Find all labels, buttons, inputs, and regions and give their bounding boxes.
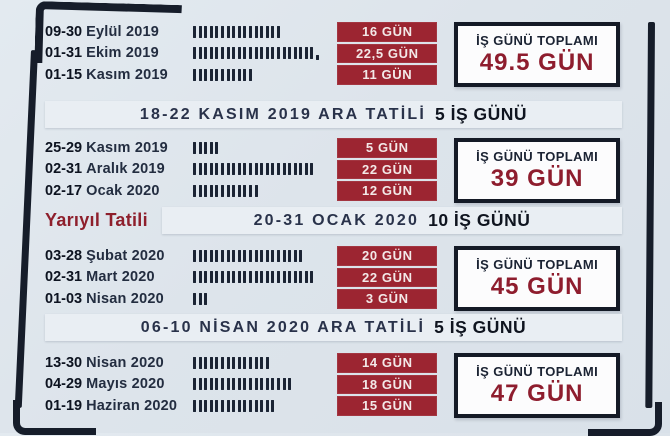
tally-marks: [193, 44, 337, 64]
calendar-row: 13-30 Nisan 2020 14 GÜN: [45, 353, 438, 373]
total-box-value: 47 GÜN: [490, 380, 584, 407]
days-badge: 22 GÜN: [337, 159, 438, 179]
month-group-2: 25-29 Kasım 2019 5 GÜN 02-31 Aralık 2019 2…: [45, 138, 620, 203]
total-box-value: 39 GÜN: [490, 165, 584, 192]
break-banner-november: 18-22 KASIM 2019 ARA TATİLİ 5 İŞ GÜNÜ: [45, 101, 622, 128]
days-badge: 11 GÜN: [337, 65, 438, 85]
days-badge: 22,5 GÜN: [337, 43, 438, 63]
calendar-row: 01-19 Haziran 2020 15 GÜN: [45, 396, 438, 416]
calendar-row: 09-30 Eylül 2019 16 GÜN: [45, 22, 438, 42]
total-box-value: 49.5 GÜN: [479, 49, 595, 76]
semester-break-label: Yarıyıl Tatili: [45, 210, 148, 230]
days-badge: 22 GÜN: [337, 267, 438, 287]
date-label: 02-17 Ocak 2020: [45, 182, 160, 199]
date-label: 01-15 Kasım 2019: [45, 66, 168, 83]
days-badge: 18 GÜN: [337, 374, 438, 394]
date-label: 25-29 Kasım 2019: [45, 139, 168, 156]
date-label: 01-31 Ekim 2019: [45, 45, 159, 62]
break-banner-text: 18-22 KASIM 2019 ARA TATİLİ: [139, 105, 427, 123]
frame-edge-left: [14, 50, 38, 408]
calendar-row: 04-29 Mayıs 2020 18 GÜN: [45, 374, 438, 395]
month-rows: 25-29 Kasım 2019 5 GÜN 02-31 Aralık 2019 2…: [45, 138, 438, 203]
month-group-1: 09-30 Eylül 2019 16 GÜN 01-31 Ekim 2019 22…: [45, 22, 620, 87]
tally-marks: [193, 268, 337, 288]
break-banner-strip: 06-10 NİSAN 2020 ARA TATİLİ 5 İŞ GÜNÜ: [45, 314, 622, 341]
tally-marks: [193, 138, 337, 158]
break-banner-strip: 20-31 OCAK 2020 10 İŞ GÜNÜ: [161, 207, 622, 234]
date-label: 03-28 Şubat 2020: [45, 247, 165, 264]
month-group-4: 13-30 Nisan 2020 14 GÜN 04-29 Mayıs 2020 1…: [45, 353, 620, 418]
total-box: İŞ GÜNÜ TOPLAMI 47 GÜN: [454, 353, 620, 418]
days-badge: 14 GÜN: [337, 353, 438, 373]
calendar-row: 03-28 Şubat 2020 20 GÜN: [45, 246, 438, 266]
tally-marks: [193, 160, 337, 180]
break-banner-text: 06-10 NİSAN 2020 ARA TATİLİ: [140, 318, 426, 336]
days-badge: 12 GÜN: [337, 181, 438, 201]
frame-edge-right: [645, 22, 655, 409]
break-banner-bold: 10 İŞ GÜNÜ: [428, 210, 531, 230]
days-badge: 15 GÜN: [337, 396, 438, 416]
total-box: İŞ GÜNÜ TOPLAMI 39 GÜN: [454, 138, 620, 203]
calendar-row: 01-15 Kasım 2019 11 GÜN: [45, 65, 438, 85]
month-rows: 09-30 Eylül 2019 16 GÜN 01-31 Ekim 2019 22…: [45, 22, 438, 87]
tally-marks: [193, 375, 337, 395]
total-box-label: İŞ GÜNÜ TOPLAMI: [476, 33, 599, 48]
calendar-row: 01-03 Nisan 2020 3 GÜN: [45, 289, 438, 309]
break-banner-bold: 5 İŞ GÜNÜ: [435, 104, 528, 124]
month-rows: 13-30 Nisan 2020 14 GÜN 04-29 Mayıs 2020 1…: [45, 353, 438, 418]
total-box-label: İŞ GÜNÜ TOPLAMI: [476, 149, 599, 164]
days-badge: 5 GÜN: [337, 138, 438, 158]
tally-marks: [193, 22, 337, 42]
frame-corner-bottom-left: [13, 400, 96, 435]
calendar-row: 02-31 Mart 2020 22 GÜN: [45, 267, 438, 288]
calendar-row: 25-29 Kasım 2019 5 GÜN: [45, 138, 438, 158]
total-box: İŞ GÜNÜ TOPLAMI 45 GÜN: [454, 246, 620, 311]
break-banner-text: 20-31 OCAK 2020: [253, 211, 420, 229]
date-label: 01-19 Haziran 2020: [45, 397, 178, 414]
total-box-label: İŞ GÜNÜ TOPLAMI: [476, 257, 599, 272]
tally-marks: [193, 65, 337, 85]
tally-marks: [193, 289, 337, 309]
date-label: 02-31 Mart 2020: [45, 269, 155, 286]
tally-marks: [193, 396, 337, 416]
break-banner-april: 06-10 NİSAN 2020 ARA TATİLİ 5 İŞ GÜNÜ: [45, 314, 622, 341]
tally-marks: [193, 246, 337, 266]
calendar-row: 02-31 Aralık 2019 22 GÜN: [45, 159, 438, 180]
total-box-value: 45 GÜN: [490, 273, 584, 300]
calendar-row: 01-31 Ekim 2019 22,5 GÜN: [45, 43, 438, 64]
date-label: 13-30 Nisan 2020: [45, 354, 164, 371]
days-badge: 16 GÜN: [337, 22, 438, 42]
calendar-row: 02-17 Ocak 2020 12 GÜN: [45, 181, 438, 201]
date-label: 09-30 Eylül 2019: [45, 23, 160, 40]
tally-marks: [193, 181, 337, 201]
date-label: 04-29 Mayıs 2020: [45, 376, 165, 393]
break-banner-strip: 18-22 KASIM 2019 ARA TATİLİ 5 İŞ GÜNÜ: [45, 101, 622, 128]
break-banner-semester: Yarıyıl Tatili 20-31 OCAK 2020 10 İŞ GÜN…: [45, 207, 622, 234]
month-group-3: 03-28 Şubat 2020 20 GÜN 02-31 Mart 2020 22…: [45, 246, 620, 311]
month-rows: 03-28 Şubat 2020 20 GÜN 02-31 Mart 2020 22…: [45, 246, 438, 311]
date-label: 02-31 Aralık 2019: [45, 161, 165, 178]
days-badge: 20 GÜN: [337, 246, 438, 266]
days-badge: 3 GÜN: [337, 289, 438, 309]
break-banner-bold: 5 İŞ GÜNÜ: [434, 317, 527, 337]
total-box: İŞ GÜNÜ TOPLAMI 49.5 GÜN: [454, 22, 620, 87]
total-box-label: İŞ GÜNÜ TOPLAMI: [476, 364, 599, 379]
tally-marks: [193, 353, 337, 373]
date-label: 01-03 Nisan 2020: [45, 290, 164, 307]
